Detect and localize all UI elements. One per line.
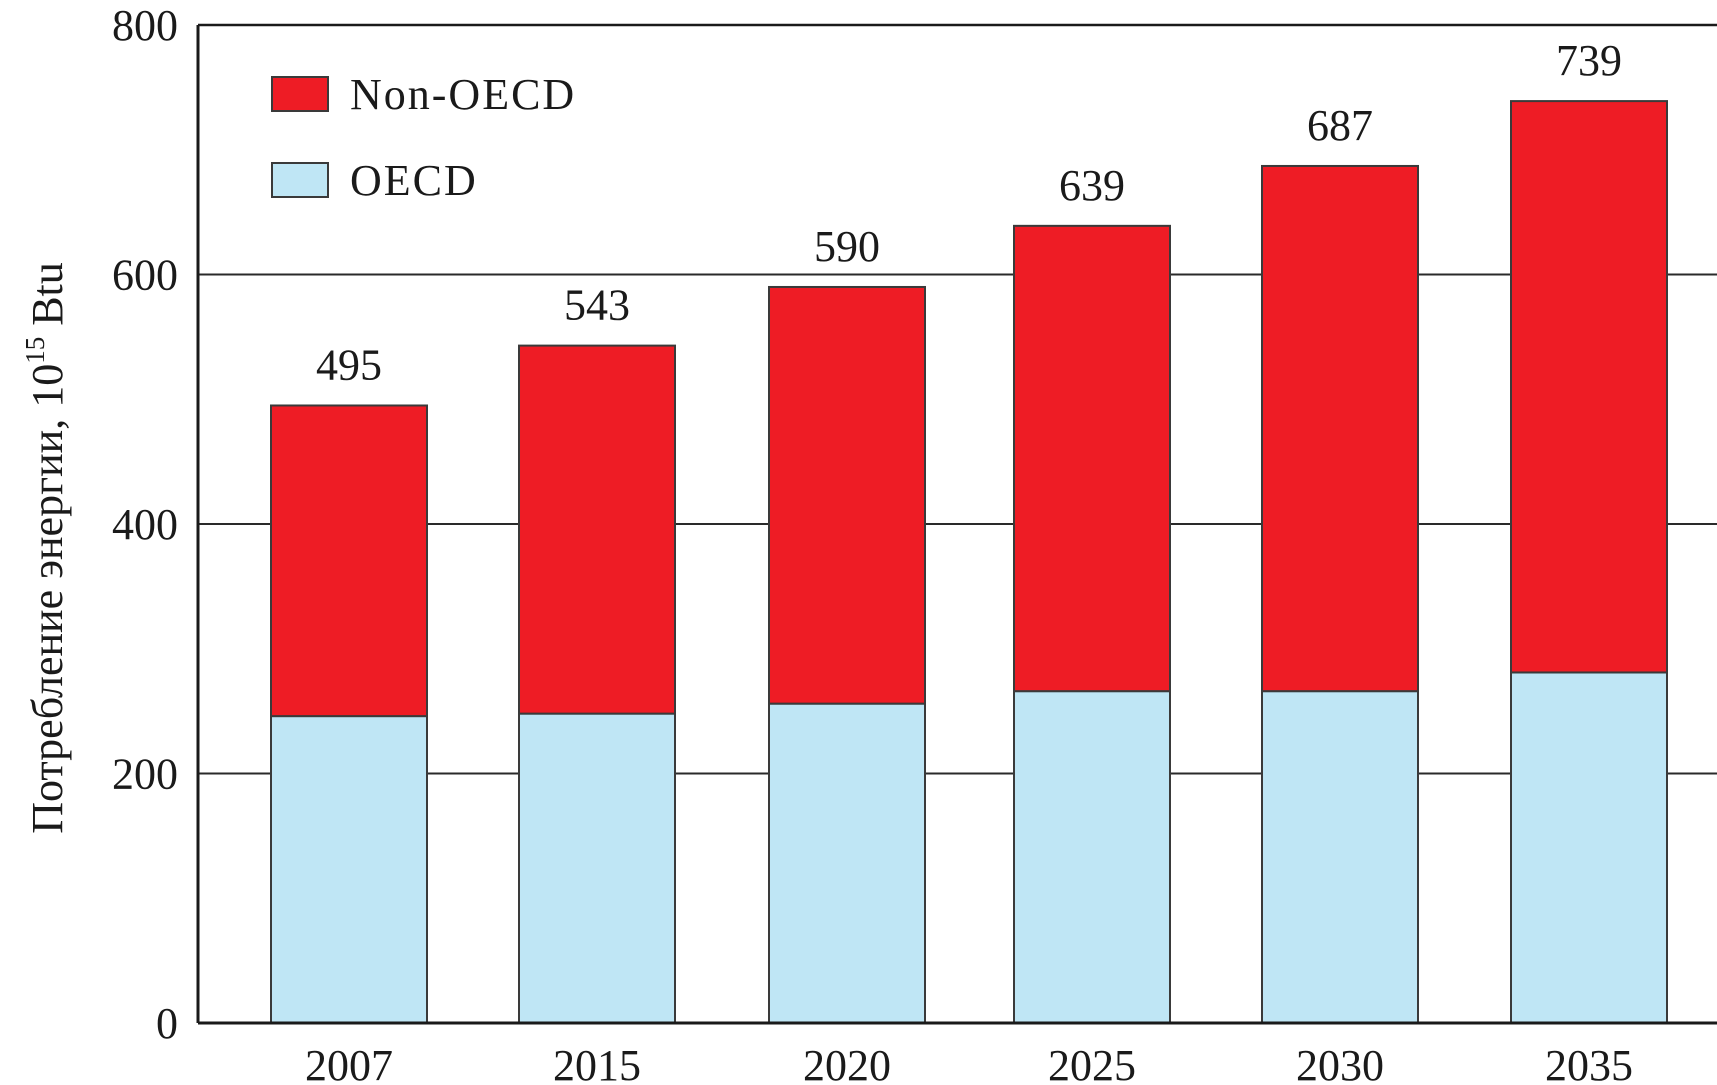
y-tick-label-400: 400 bbox=[112, 500, 178, 549]
bar-oecd-2007 bbox=[270, 715, 428, 1024]
labels: 495 2007 543 2015 590 2020 639 2025 687 2030 739 20… bbox=[112, 1, 1633, 1085]
x-tick-label-2025: 2025 bbox=[1048, 1041, 1136, 1085]
y-tick-label-800: 800 bbox=[112, 1, 178, 50]
bar-oecd-2035 bbox=[1510, 671, 1668, 1024]
legend-label-non-oecd: Non-OECD bbox=[350, 70, 576, 119]
bar-oecd-2030 bbox=[1261, 690, 1419, 1024]
x-tick-label-2020: 2020 bbox=[803, 1041, 891, 1085]
y-tick-label-600: 600 bbox=[112, 251, 178, 300]
total-label-2020: 590 bbox=[814, 222, 880, 271]
y-tick-label-0: 0 bbox=[156, 999, 178, 1048]
x-tick-label-2015: 2015 bbox=[553, 1041, 641, 1085]
y-axis-title: Потребление энергии, 1015 Btu bbox=[20, 262, 72, 834]
x-tick-label-2007: 2007 bbox=[305, 1041, 393, 1085]
bar-oecd-2025 bbox=[1013, 690, 1171, 1024]
total-label-2030: 687 bbox=[1307, 101, 1373, 150]
y-axis-title-superscript: 15 bbox=[20, 337, 50, 364]
x-tick-label-2030: 2030 bbox=[1296, 1041, 1384, 1085]
bar-non-oecd-2015 bbox=[518, 344, 676, 715]
total-label-2025: 639 bbox=[1059, 161, 1125, 210]
total-label-2015: 543 bbox=[564, 281, 630, 330]
x-tick-label-2035: 2035 bbox=[1545, 1041, 1633, 1085]
total-label-2035: 739 bbox=[1556, 36, 1622, 85]
total-label-2007: 495 bbox=[316, 340, 382, 389]
bar-oecd-2015 bbox=[518, 712, 676, 1024]
bar-oecd-2020 bbox=[768, 702, 926, 1024]
bars bbox=[270, 100, 1668, 1024]
legend: Non-OECD OECD bbox=[271, 70, 576, 205]
bar-non-oecd-2025 bbox=[1013, 224, 1171, 693]
bar-non-oecd-2030 bbox=[1261, 164, 1419, 693]
legend-swatch-oecd bbox=[271, 162, 329, 198]
bar-non-oecd-2020 bbox=[768, 285, 926, 705]
legend-swatch-non-oecd bbox=[271, 76, 329, 112]
bar-non-oecd-2035 bbox=[1510, 100, 1668, 674]
y-tick-label-200: 200 bbox=[112, 750, 178, 799]
y-axis-title-main: Потребление энергии, 10 bbox=[23, 364, 72, 834]
bar-non-oecd-2007 bbox=[270, 404, 428, 718]
axes bbox=[196, 23, 1717, 1025]
legend-label-oecd: OECD bbox=[350, 156, 478, 205]
y-axis-title-unit: Btu bbox=[23, 262, 72, 337]
